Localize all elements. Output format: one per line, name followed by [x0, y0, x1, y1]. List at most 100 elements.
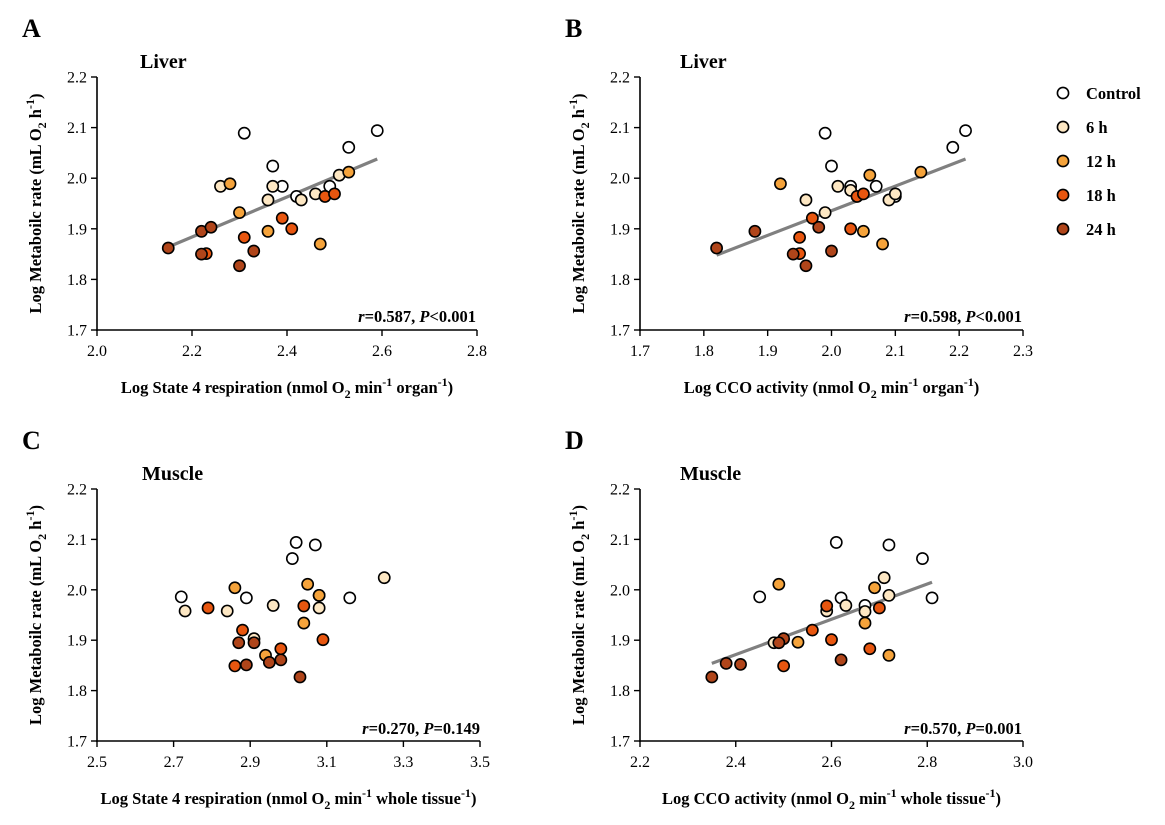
data-point — [914, 165, 928, 179]
data-point — [285, 552, 299, 565]
data-point — [266, 179, 280, 193]
x-tick-label: 1.8 — [694, 343, 714, 360]
data-point — [868, 581, 881, 595]
x-axis-label: Log CCO activity (nmol O2 min-1 whole ti… — [662, 786, 1001, 812]
data-point — [308, 538, 322, 552]
data-point — [872, 601, 886, 615]
panel-a: A Liver 1.7 1.8 1.9 2.0 2.1 2.2 2.0 2.2 2.4 2.6 2.8 L… — [22, 14, 487, 401]
data-point — [228, 581, 242, 595]
panel-title: Muscle — [680, 463, 741, 485]
y-axis-label: Log Metaboilc rate (mL O2 h-1) — [23, 94, 49, 314]
data-point — [839, 599, 853, 612]
data-point — [772, 577, 786, 591]
x-tick-label: 2.4 — [277, 343, 297, 360]
panel-d: D Muscle 1.7 1.8 1.9 2.0 2.1 2.2 2.2 2.4 2.6 2.8 3.0… — [565, 426, 1033, 812]
data-point — [946, 140, 960, 154]
x-tick-label: 2.6 — [372, 343, 392, 360]
y-tick-label: 1.7 — [610, 323, 630, 340]
correlation-stat: r=0.587, P<0.001 — [358, 307, 476, 326]
data-point — [799, 259, 813, 273]
x-tick-label: 2.4 — [726, 754, 746, 771]
legend-marker — [1056, 86, 1070, 100]
data-point — [812, 220, 826, 234]
panel-title: Muscle — [142, 463, 203, 485]
legend-label: Control — [1086, 84, 1141, 103]
data-point — [877, 571, 891, 585]
correlation-stat: r=0.598, P<0.001 — [904, 307, 1022, 326]
data-point — [204, 220, 218, 234]
data-point — [818, 206, 832, 220]
data-point — [719, 656, 733, 670]
y-tick-label: 1.7 — [610, 734, 630, 751]
data-point — [834, 653, 848, 667]
data-point — [223, 177, 237, 191]
y-tick-label: 2.2 — [610, 70, 630, 87]
legend-item: Control — [1056, 84, 1141, 103]
y-tick-label: 1.7 — [67, 323, 87, 340]
data-point — [313, 237, 327, 251]
data-point — [233, 206, 246, 220]
data-point — [178, 604, 192, 618]
correlation-stat: r=0.570, P=0.001 — [904, 719, 1022, 738]
data-point — [748, 224, 762, 238]
x-tick-label: 2.0 — [822, 343, 842, 360]
data-point — [825, 244, 838, 258]
data-point — [342, 165, 356, 179]
y-tick-label: 2.0 — [610, 171, 630, 188]
data-point — [297, 616, 311, 630]
data-point — [266, 599, 280, 612]
x-tick-label: 2.3 — [1013, 343, 1033, 360]
legend: Control 6 h 12 h 18 h 24 h — [1056, 84, 1141, 239]
y-tick-label: 1.8 — [67, 272, 87, 289]
data-point — [312, 588, 326, 602]
x-tick-label: 3.5 — [470, 754, 490, 771]
data-point — [195, 247, 208, 261]
data-point — [753, 590, 767, 604]
data-point — [261, 224, 275, 238]
legend-item: 24 h — [1056, 220, 1116, 239]
panel-title: Liver — [140, 51, 187, 73]
data-point — [266, 159, 280, 173]
data-point — [237, 231, 251, 244]
x-axis-label: Log State 4 respiration (nmol O2 min-1 o… — [121, 375, 453, 401]
legend-label: 12 h — [1086, 152, 1116, 171]
data-point — [858, 605, 872, 618]
data-point — [844, 222, 858, 236]
x-axis-label: Log State 4 respiration (nmol O2 min-1 w… — [101, 786, 477, 812]
data-point — [370, 124, 384, 138]
y-tick-label: 1.8 — [610, 683, 630, 700]
x-tick-label: 3.3 — [393, 754, 413, 771]
data-point — [285, 222, 299, 236]
data-point — [876, 237, 889, 251]
x-tick-label: 2.8 — [467, 343, 487, 360]
panel-label: C — [22, 426, 41, 455]
data-point — [857, 187, 870, 201]
data-point — [774, 177, 787, 191]
data-point — [228, 659, 242, 673]
data-point — [274, 653, 288, 667]
data-point — [882, 648, 896, 662]
data-point — [220, 604, 234, 618]
y-axis-label: Log Metaboilc rate (mL O2 h-1) — [566, 505, 592, 725]
x-tick-label: 2.8 — [917, 754, 937, 771]
data-point — [882, 538, 896, 552]
y-tick-label: 1.9 — [610, 221, 630, 238]
y-tick-label: 2.1 — [67, 120, 87, 137]
data-point — [275, 211, 289, 225]
data-point — [297, 599, 311, 613]
data-point — [342, 140, 356, 154]
data-point — [786, 247, 800, 261]
data-point — [274, 642, 288, 656]
data-point — [247, 244, 261, 258]
data-point — [799, 193, 813, 207]
x-tick-label: 2.0 — [87, 343, 107, 360]
data-point — [328, 187, 341, 201]
data-point — [232, 636, 246, 650]
y-tick-label: 1.8 — [610, 272, 630, 289]
legend-label: 24 h — [1086, 220, 1116, 239]
data-point — [863, 168, 877, 182]
data-point — [916, 552, 929, 565]
y-tick-label: 1.9 — [67, 633, 87, 650]
y-axis-label: Log Metaboilc rate (mL O2 h-1) — [23, 505, 49, 725]
